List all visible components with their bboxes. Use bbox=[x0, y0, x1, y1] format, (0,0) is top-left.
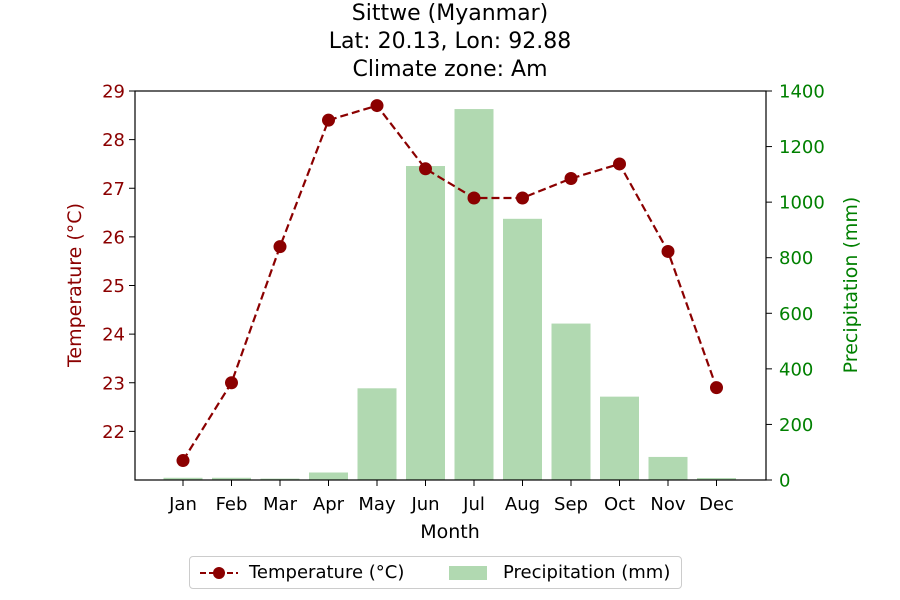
right-tick-label: 800 bbox=[779, 248, 813, 269]
x-axis-label: Month bbox=[420, 521, 480, 543]
precipitation-bar-jul bbox=[454, 109, 494, 480]
temperature-line-path bbox=[182, 104, 718, 462]
precipitation-bar-oct bbox=[600, 396, 639, 480]
temperature-point-dec bbox=[710, 381, 723, 395]
right-tick-label: 600 bbox=[779, 304, 813, 325]
chart-title-line-3: Climate zone: Am bbox=[352, 57, 548, 82]
legend: Temperature (°C) Precipitation (mm) bbox=[189, 556, 682, 589]
x-axis: Jan Feb Mar Apr May Jun Jul Aug Sep Oct Nov Dec bbox=[168, 480, 734, 515]
temperature-point-oct bbox=[613, 157, 626, 171]
x-tick-label-feb: Feb bbox=[216, 494, 248, 515]
temperature-point-apr bbox=[322, 113, 335, 127]
x-tick-label-nov: Nov bbox=[650, 494, 685, 515]
legend-label-precipitation: Precipitation (mm) bbox=[503, 562, 671, 583]
temperature-point-nov bbox=[661, 244, 675, 258]
x-tick-label-oct: Oct bbox=[604, 494, 635, 515]
chart-title-line-2: Lat: 20.13, Lon: 92.88 bbox=[328, 29, 572, 54]
left-tick-label: 27 bbox=[102, 179, 125, 200]
right-axis: 0 200 400 600 800 1000 1200 1400 bbox=[766, 82, 825, 492]
temperature-point-feb bbox=[225, 376, 238, 390]
x-tick-label-jun: Jun bbox=[410, 494, 439, 515]
left-tick-label: 29 bbox=[102, 82, 125, 103]
x-tick-label-mar: Mar bbox=[263, 494, 298, 515]
right-tick-label: 0 bbox=[779, 471, 790, 492]
right-tick-label: 200 bbox=[779, 415, 813, 436]
left-tick-label: 24 bbox=[102, 325, 125, 346]
left-tick-label: 25 bbox=[102, 276, 125, 297]
left-tick-label: 26 bbox=[102, 227, 125, 248]
temperature-line bbox=[176, 99, 723, 468]
right-tick-label: 400 bbox=[779, 359, 813, 380]
chart-title-line-1: Sittwe (Myanmar) bbox=[351, 1, 549, 26]
temperature-point-mar bbox=[273, 240, 287, 254]
left-axis: 22 23 24 25 26 27 28 29 bbox=[102, 82, 135, 443]
x-tick-label-sep: Sep bbox=[554, 494, 588, 515]
precipitation-bars bbox=[163, 109, 736, 481]
temperature-point-sep bbox=[564, 172, 578, 186]
temperature-point-may bbox=[370, 99, 384, 113]
x-tick-label-may: May bbox=[358, 494, 396, 515]
x-tick-label-jan: Jan bbox=[168, 494, 197, 515]
left-tick-label: 22 bbox=[102, 422, 125, 443]
precipitation-bar-nov bbox=[648, 456, 688, 480]
x-tick-label-apr: Apr bbox=[313, 494, 345, 515]
legend-item-precipitation: Precipitation (mm) bbox=[449, 557, 670, 588]
temperature-point-jun bbox=[419, 162, 432, 176]
x-tick-label-jul: Jul bbox=[462, 494, 485, 515]
precipitation-bar-mar bbox=[260, 478, 300, 480]
legend-item-temperature: Temperature (°C) bbox=[199, 557, 404, 588]
precipitation-bar-feb bbox=[212, 477, 251, 480]
legend-label-temperature: Temperature (°C) bbox=[249, 562, 405, 583]
precipitation-bar-may bbox=[357, 388, 397, 480]
right-tick-label: 1000 bbox=[779, 193, 825, 214]
x-tick-label-aug: Aug bbox=[505, 494, 540, 515]
right-tick-label: 1400 bbox=[779, 82, 825, 103]
right-axis-label: Precipitation (mm) bbox=[840, 197, 862, 374]
temperature-point-jan bbox=[176, 454, 190, 468]
precipitation-bar-jun bbox=[406, 166, 445, 480]
precipitation-bar-jan bbox=[163, 477, 203, 480]
precipitation-bar-dec bbox=[697, 478, 736, 480]
temperature-point-jul bbox=[467, 191, 481, 205]
precipitation-bar-apr bbox=[309, 472, 348, 480]
left-tick-label: 23 bbox=[102, 373, 125, 394]
precipitation-bar-sep bbox=[551, 323, 591, 480]
precipitation-bar-aug bbox=[503, 218, 542, 481]
temperature-point-aug bbox=[516, 191, 529, 205]
right-tick-label: 1200 bbox=[779, 137, 825, 158]
left-axis-label: Temperature (°C) bbox=[64, 203, 86, 368]
legend-line-marker-icon bbox=[200, 566, 238, 579]
legend-bar-swatch-icon bbox=[449, 565, 487, 580]
plot-frame bbox=[134, 90, 767, 481]
left-tick-label: 28 bbox=[102, 130, 125, 151]
x-tick-label-dec: Dec bbox=[699, 494, 734, 515]
